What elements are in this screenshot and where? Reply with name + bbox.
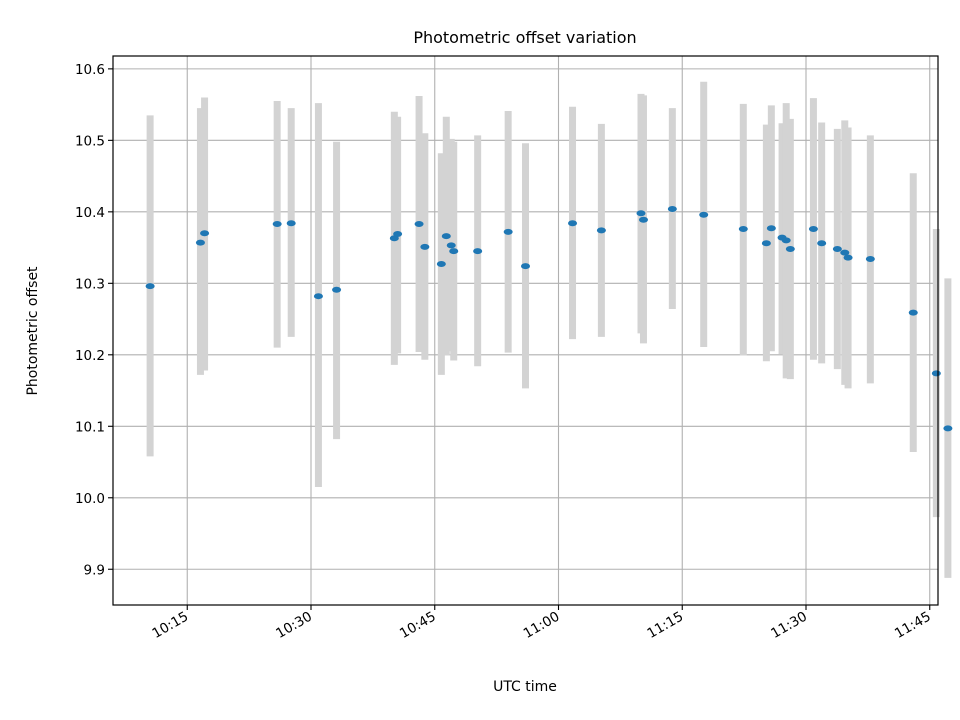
data-point	[441, 233, 451, 240]
data-point	[636, 210, 646, 217]
data-point	[195, 239, 205, 246]
data-point	[761, 240, 771, 247]
plot-frame	[112, 55, 939, 606]
data-point	[420, 243, 430, 250]
data-point	[699, 211, 709, 218]
data-point	[781, 237, 791, 244]
data-point	[667, 205, 677, 212]
data-point	[332, 286, 342, 293]
chart-title: Photometric offset variation	[413, 28, 636, 47]
data-point	[840, 249, 850, 256]
y-tick-label: 10.5	[75, 133, 105, 149]
y-tick-label: 10.3	[75, 276, 105, 292]
y-tick-label: 10.0	[75, 491, 105, 507]
y-tick-label: 10.2	[75, 348, 105, 364]
data-point	[817, 240, 827, 247]
data-point	[313, 293, 323, 300]
data-point	[865, 256, 875, 263]
data-point	[286, 220, 296, 227]
data-point	[766, 225, 776, 232]
data-point	[446, 242, 456, 249]
data-point	[596, 227, 606, 234]
data-point	[931, 370, 941, 377]
data-point	[414, 220, 424, 227]
data-point	[436, 261, 446, 268]
data-point	[832, 246, 842, 253]
data-point	[738, 225, 748, 232]
data-point	[449, 248, 459, 255]
y-tick-label: 10.1	[75, 419, 105, 435]
y-tick-label: 10.6	[75, 62, 105, 78]
x-axis-label: UTC time	[493, 679, 557, 695]
data-point	[568, 220, 578, 227]
data-point	[473, 248, 483, 255]
y-axis-label: Photometric offset	[25, 266, 41, 396]
data-point	[200, 230, 210, 237]
data-point	[943, 425, 953, 432]
data-point	[638, 216, 648, 223]
data-point	[908, 309, 918, 316]
data-point	[145, 283, 155, 290]
y-tick-label: 9.9	[84, 562, 105, 578]
data-point	[272, 220, 282, 227]
data-point	[503, 228, 513, 235]
data-point	[785, 246, 795, 253]
data-point	[843, 254, 853, 261]
y-tick-label: 10.4	[75, 205, 105, 221]
data-point	[393, 230, 403, 237]
data-point	[808, 225, 818, 232]
data-point	[521, 263, 530, 270]
y-axis-ticks: 9.9 10.0 10.1 10.2 10.3 10.4 10.5 10.6	[75, 62, 113, 578]
